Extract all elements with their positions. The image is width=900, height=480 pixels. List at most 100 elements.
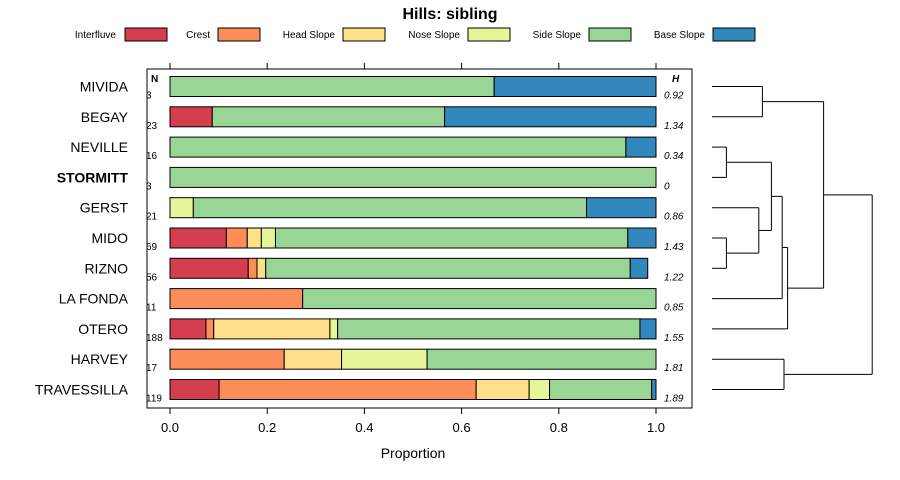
category-label: LA FONDA bbox=[59, 291, 129, 307]
bar-segment bbox=[426, 348, 657, 370]
bar-segment bbox=[341, 348, 428, 370]
n-value: 21 bbox=[146, 212, 158, 223]
legend-label: Interfluve bbox=[75, 30, 117, 41]
bar-segment bbox=[444, 106, 657, 128]
bar-segment bbox=[302, 288, 657, 310]
h-value: 0.34 bbox=[664, 151, 684, 162]
bar-segment bbox=[225, 227, 248, 249]
n-value: 119 bbox=[146, 394, 162, 405]
x-tick-label: 0.8 bbox=[550, 420, 568, 435]
bar-segment bbox=[218, 379, 477, 400]
bar-segment bbox=[274, 227, 629, 249]
bar-segment bbox=[211, 106, 446, 128]
n-column-header: N bbox=[151, 74, 158, 85]
bar-segment bbox=[329, 318, 339, 340]
dendrogram bbox=[712, 86, 873, 390]
bar-segment bbox=[337, 318, 641, 340]
bar-segment bbox=[169, 227, 227, 249]
bar-segment bbox=[213, 318, 331, 340]
n-value: 16 bbox=[146, 151, 158, 162]
legend-swatch bbox=[124, 27, 168, 42]
bar-segment bbox=[283, 348, 343, 370]
n-value: 3 bbox=[146, 181, 152, 192]
bar-segment bbox=[169, 348, 285, 370]
x-tick-label: 0.4 bbox=[355, 420, 373, 435]
bar-segment bbox=[549, 379, 653, 400]
category-label: MIDO bbox=[91, 230, 128, 246]
category-label: BEGAY bbox=[81, 109, 129, 125]
bar-segment bbox=[169, 136, 627, 158]
legend: Interfluve Crest Head Slope Nose Slope Side … bbox=[75, 27, 756, 42]
h-value: 1.43 bbox=[664, 242, 684, 253]
n-value: 69 bbox=[146, 242, 158, 253]
bar-segment bbox=[192, 197, 588, 219]
row-labels: MIVIDA BEGAY NEVILLE STORMITT GERST MIDO RIZNO… bbox=[35, 79, 129, 398]
legend-label: Crest bbox=[186, 30, 210, 41]
bar-segment bbox=[169, 379, 220, 400]
bar-segment bbox=[169, 257, 249, 279]
n-values: 3 23 16 3 21 69 56 11 188 17 119 bbox=[146, 91, 163, 405]
bar-segment bbox=[265, 257, 631, 279]
x-tick-label: 0.2 bbox=[258, 420, 276, 435]
bar-segment bbox=[169, 76, 495, 97]
category-label: GERST bbox=[80, 200, 129, 216]
chart-title: Hills: sibling bbox=[402, 6, 497, 23]
x-axis: 0.0 0.2 0.4 0.6 0.8 1.0 bbox=[161, 63, 665, 435]
bar-segment bbox=[169, 166, 657, 188]
bar-segment bbox=[246, 227, 262, 249]
h-values: 0.92 1.34 0.34 0 0.86 1.43 1.22 0.85 1.55 1.81 1.8… bbox=[664, 91, 684, 405]
bar-segment bbox=[169, 318, 207, 340]
bar-segment bbox=[627, 227, 657, 249]
h-value: 1.22 bbox=[664, 272, 684, 283]
n-value: 23 bbox=[146, 121, 158, 132]
h-value: 0.92 bbox=[664, 91, 684, 102]
category-label: HARVEY bbox=[71, 351, 129, 367]
h-value: 0.86 bbox=[664, 212, 684, 223]
bar-segment bbox=[169, 106, 213, 128]
bar-segment bbox=[169, 197, 194, 219]
legend-swatch bbox=[588, 27, 632, 42]
bar-segment bbox=[629, 257, 649, 279]
h-value: 0 bbox=[664, 181, 670, 192]
x-tick-label: 0.6 bbox=[453, 420, 471, 435]
category-label: STORMITT bbox=[57, 169, 129, 185]
bar-segment bbox=[475, 379, 530, 400]
category-label: NEVILLE bbox=[70, 139, 128, 155]
h-value: 1.34 bbox=[664, 121, 684, 132]
bar-segment bbox=[651, 379, 657, 400]
bar-segment bbox=[528, 379, 551, 400]
bars bbox=[169, 76, 657, 400]
n-value: 56 bbox=[146, 272, 158, 283]
n-value: 17 bbox=[146, 363, 158, 374]
n-value: 11 bbox=[146, 303, 157, 314]
bar-segment bbox=[205, 318, 215, 340]
h-value: 0.85 bbox=[664, 303, 684, 314]
legend-swatch bbox=[342, 27, 386, 42]
legend-swatch bbox=[217, 27, 261, 42]
h-value: 1.89 bbox=[664, 394, 684, 405]
bar-segment bbox=[260, 227, 276, 249]
category-label: RIZNO bbox=[84, 260, 128, 276]
h-value: 1.81 bbox=[664, 363, 683, 374]
category-label: TRAVESSILLA bbox=[35, 382, 129, 398]
legend-swatch bbox=[712, 27, 756, 42]
bar-segment bbox=[256, 257, 267, 279]
legend-label: Base Slope bbox=[654, 30, 706, 41]
bar-segment bbox=[586, 197, 657, 219]
h-column-header: H bbox=[672, 74, 680, 85]
category-label: OTERO bbox=[78, 321, 128, 337]
h-value: 1.55 bbox=[664, 333, 684, 344]
bar-segment bbox=[169, 288, 304, 310]
n-value: 188 bbox=[146, 333, 163, 344]
legend-label: Side Slope bbox=[533, 30, 582, 41]
bar-segment bbox=[625, 136, 657, 158]
legend-label: Head Slope bbox=[283, 30, 336, 41]
x-tick-label: 0.0 bbox=[161, 420, 179, 435]
legend-label: Nose Slope bbox=[408, 30, 460, 41]
bar-segment bbox=[493, 76, 657, 97]
n-value: 3 bbox=[146, 91, 152, 102]
plot-frame bbox=[146, 68, 693, 409]
x-tick-label: 1.0 bbox=[647, 420, 665, 435]
bar-segment bbox=[639, 318, 657, 340]
